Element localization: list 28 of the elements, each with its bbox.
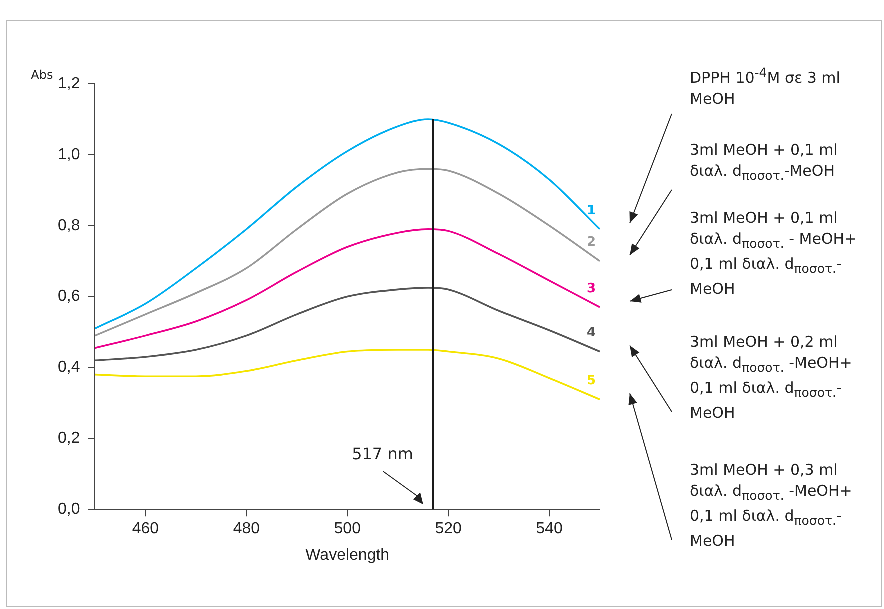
ref-line-label: 517 nm [352, 444, 414, 464]
x-tick-label: 460 [132, 520, 160, 538]
y-tick-label: 0,2 [58, 430, 80, 448]
series-label: 1 [586, 203, 596, 218]
y-tick-label: 1,2 [58, 75, 80, 92]
x-tick-label: 500 [334, 520, 362, 538]
text: DPPH 10$^{-4}$M σε 3 ml MeOH [690, 65, 840, 108]
line-series [95, 168, 600, 337]
text: 3ml MeOH + 0,2 ml διαλ. d$_{ποσοτ.}$ -MeOH+ 0,1 ml διαλ. d$_{ποσοτ.}$-MeOH [690, 333, 852, 422]
y-tick-label: 0,4 [58, 359, 80, 376]
y-axis-title: Abs [31, 68, 54, 82]
x-tick-label: 520 [435, 520, 462, 538]
series-label: 3 [586, 281, 596, 296]
line-series [95, 349, 600, 401]
x-tick-label: 540 [536, 520, 563, 538]
x-axis-title: Wavelength [306, 546, 390, 564]
line-series [95, 228, 600, 350]
x-tick-label: 480 [233, 520, 260, 538]
y-tick-label: 0,6 [58, 288, 80, 306]
y-tick-label: 1,0 [58, 146, 80, 164]
y-tick-label: 0,8 [58, 217, 80, 234]
series-label: 5 [586, 374, 596, 389]
series-label: 2 [586, 235, 596, 250]
text: 3ml MeOH + 0,1 ml διαλ. d$_{ποσοτ.}$ - MeOH+ 0,1 ml διαλ. d$_{ποσοτ.}$-MeOH [690, 209, 858, 298]
text: 3ml MeOH + 0,3 ml διαλ. d$_{ποσοτ.}$ -MeOH+ 0,1 ml διαλ. d$_{ποσοτ.}$-MeOH [690, 461, 852, 550]
series-label: 4 [586, 326, 596, 341]
y-tick-label: 0,0 [58, 501, 80, 518]
text: 3ml MeOH + 0,1 ml διαλ. d$_{ποσοτ.}$-MeOH [690, 140, 839, 185]
